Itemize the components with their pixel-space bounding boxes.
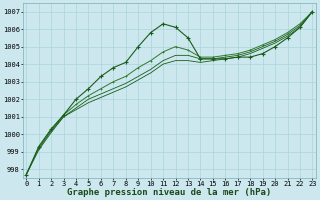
- X-axis label: Graphe pression niveau de la mer (hPa): Graphe pression niveau de la mer (hPa): [67, 188, 271, 197]
